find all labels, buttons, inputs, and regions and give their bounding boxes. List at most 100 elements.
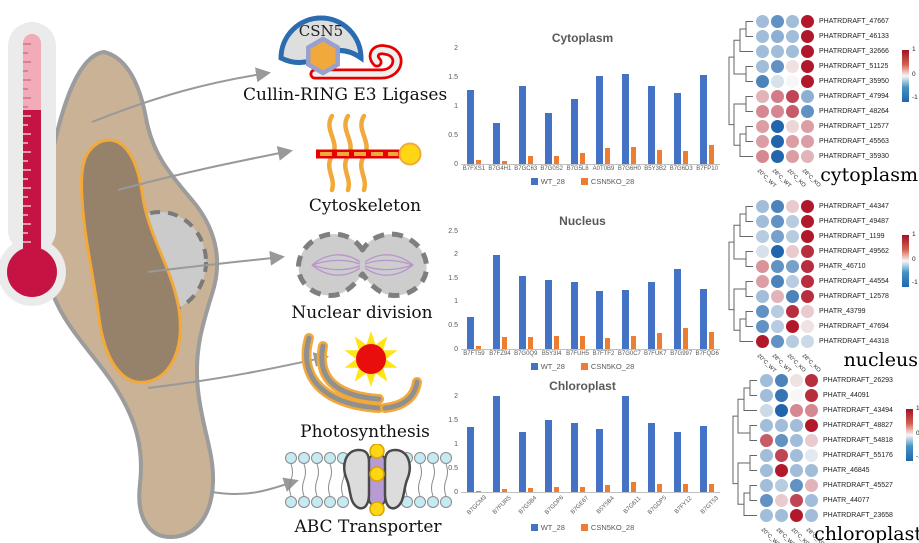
- x-axis-label: B7FZ94: [487, 351, 513, 357]
- y-tick-label: 0: [454, 345, 458, 353]
- bar-WT_28: [648, 281, 656, 349]
- legend-item: CSN5KO_28: [580, 177, 635, 186]
- bar-WT_28: [466, 317, 474, 349]
- x-axis-label: B7FQD6: [694, 351, 720, 357]
- y-tick-label: 2: [454, 392, 458, 400]
- heatmap-cell: [771, 150, 784, 163]
- heatmap-cell: [801, 60, 814, 73]
- bar-WT_28: [570, 282, 578, 349]
- gene-row-label: PHATRDRAFT_47667: [819, 18, 889, 25]
- y-tick-label: 0: [454, 160, 458, 168]
- gene-row-label: PHATRDRAFT_55176: [823, 452, 893, 459]
- heatmap-cell: [771, 15, 784, 28]
- heatmap-cell: [756, 60, 769, 73]
- heatmap-cell: [790, 494, 803, 507]
- x-axis-label-text: B7FY12: [674, 495, 694, 516]
- heatmap-cell: [805, 419, 818, 432]
- heatmap-cell: [790, 389, 803, 402]
- heatmap-cell: [801, 275, 814, 288]
- thermometer-icon: [0, 22, 66, 306]
- bar-CSN5KO_28: [501, 161, 507, 164]
- legend-item: CSN5KO_28: [580, 362, 634, 371]
- bar-WT_28: [700, 288, 708, 349]
- bar-CSN5KO_28: [553, 335, 559, 349]
- bar-CSN5KO_28: [501, 336, 507, 349]
- gene-row-label: PHATRDRAFT_44347: [819, 203, 889, 210]
- heatmap-cell: [771, 335, 784, 348]
- heatmap-cell: [805, 404, 818, 417]
- heatmap-cell: [756, 275, 769, 288]
- barchart-cytoplasm: Cytoplasm 0 0.5 1 1.5 2 B7FXS1 B7G4H1 B7GC63 B7…: [445, 30, 720, 186]
- bar-WT_28: [622, 396, 630, 492]
- heatmap-cell: [801, 90, 814, 103]
- heatmap-cell: [786, 335, 799, 348]
- bar-WT_28: [570, 423, 578, 492]
- heatmap-cell: [790, 434, 803, 447]
- x-axis-label-text: B7FUR5: [492, 495, 513, 516]
- bar-group: [616, 48, 642, 164]
- heatmap-cell: [771, 30, 784, 43]
- heatmap-cell: [801, 135, 814, 148]
- heatmap-cell: [775, 479, 788, 492]
- gene-row-label: PHATRDRAFT_51125: [819, 63, 889, 70]
- heatmap-cell: [801, 290, 814, 303]
- chart-title: Nucleus: [559, 214, 606, 228]
- bar-group: [591, 231, 617, 349]
- heatmap-cell: [775, 464, 788, 477]
- x-axis-label-text: B5Y3B2: [644, 166, 667, 172]
- legend-swatch: [530, 363, 538, 370]
- pathway-label-nuclear-division: Nuclear division: [291, 303, 433, 323]
- x-axis-label-text: B7G6D3: [669, 166, 693, 172]
- bar-group: [694, 48, 720, 164]
- colorbar: 1 0 -1: [902, 46, 919, 110]
- heatmap-cell: [756, 305, 769, 318]
- x-axis-label-text: B7FTF2: [592, 351, 615, 357]
- heatmap-cell: [775, 419, 788, 432]
- bar-CSN5KO_28: [553, 155, 559, 164]
- x-axis-label-text: B7GC63: [514, 166, 538, 172]
- bar-group: [668, 396, 694, 492]
- heatmap-cell: [790, 404, 803, 417]
- bar-WT_28: [544, 280, 552, 349]
- heatmap-cell: [805, 374, 818, 387]
- heatmap-cell: [790, 464, 803, 477]
- x-axis-label: B7FY12: [668, 494, 694, 518]
- legend-swatch: [530, 178, 538, 185]
- gene-row-label: PHATRDRAFT_44318: [819, 338, 889, 345]
- heatmap-cell: [786, 245, 799, 258]
- heatmap-cell: [786, 260, 799, 273]
- heatmap-cell: [771, 120, 784, 133]
- x-axis-label: B7FP10: [694, 166, 720, 172]
- heatmap-cell: [786, 60, 799, 73]
- bar-CSN5KO_28: [527, 156, 533, 164]
- y-tick-label: 0.5: [448, 321, 458, 329]
- colorbar-tick-label: 1: [912, 46, 916, 53]
- bar-WT_28: [674, 432, 682, 492]
- bar-CSN5KO_28: [579, 335, 585, 349]
- y-tick-label: 2: [454, 44, 458, 52]
- heatmap-cell: [775, 374, 788, 387]
- heatmap-cell: [760, 464, 773, 477]
- bar-group: [694, 231, 720, 349]
- bar-WT_28: [674, 92, 682, 164]
- legend-label: WT_28: [540, 362, 565, 371]
- x-axis-label: B7G4H1: [487, 166, 513, 172]
- heatmap-cell: [801, 215, 814, 228]
- bar-group: [642, 231, 668, 349]
- x-axis-label-text: B7G997: [670, 351, 693, 357]
- legend-item: WT_28: [530, 177, 565, 186]
- dendrogram: [728, 206, 753, 342]
- bar-group: [539, 48, 565, 164]
- heatmap-cell: [775, 434, 788, 447]
- bar-WT_28: [622, 290, 630, 349]
- x-axis-label: B7GE67: [565, 494, 591, 518]
- x-axis-label: B7FXS1: [461, 166, 487, 172]
- legend-label: CSN5KO_28: [590, 177, 635, 186]
- bar-WT_28: [648, 423, 656, 492]
- pathway-cullin-ring: CSN5 Cullin-RING E3 Ligases: [243, 4, 447, 105]
- heatmap-cell: [775, 389, 788, 402]
- heatmap-cell: [771, 275, 784, 288]
- colorbar-tick-label: -1: [912, 279, 918, 286]
- x-axis-label-text: B7GE67: [570, 495, 591, 516]
- heatmap-cell: [756, 15, 769, 28]
